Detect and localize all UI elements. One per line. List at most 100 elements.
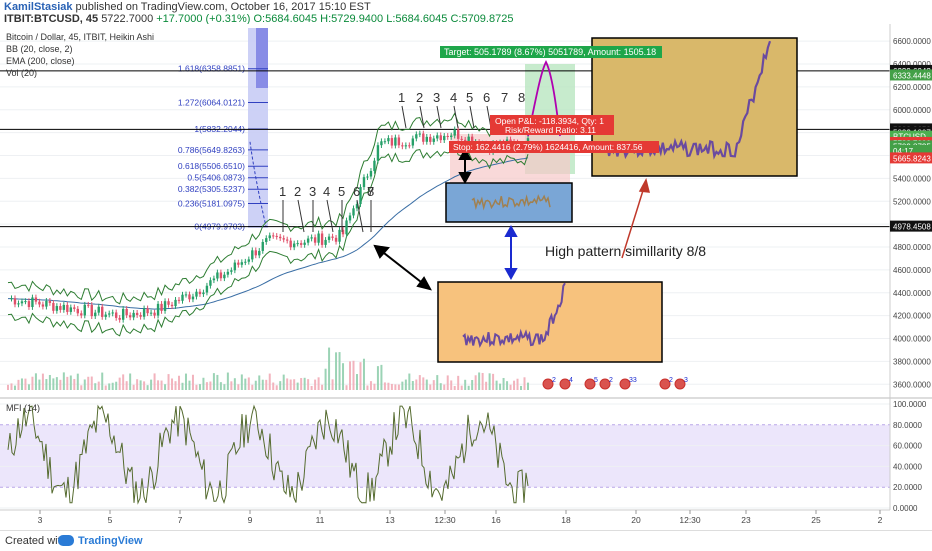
volume-bar — [509, 384, 512, 390]
candle-body — [59, 306, 62, 310]
candle-body — [366, 176, 369, 178]
candle-body — [181, 294, 184, 301]
candle-body — [142, 308, 146, 317]
volume-bar — [20, 378, 23, 390]
time-tick-label: 5 — [108, 515, 113, 525]
target-label[interactable]: Target: 505.1789 (8.67%) 5051789, Amount… — [444, 47, 656, 57]
mfi-tick-label: 100.0000 — [893, 400, 927, 409]
volume-bar — [48, 374, 51, 390]
candle-body — [275, 235, 278, 237]
candle-body — [13, 298, 17, 305]
author-name[interactable]: KamilStasiak — [4, 1, 73, 13]
volume-bar — [443, 384, 446, 390]
volume-bar — [474, 375, 477, 390]
volume-bar — [34, 373, 37, 390]
candle-body — [362, 177, 366, 188]
volume-bar — [13, 385, 16, 390]
price-badge-label: 04:17 — [893, 147, 914, 156]
candle-body — [373, 160, 376, 171]
wave-count-label: 7 — [501, 90, 508, 105]
volume-bar — [425, 379, 428, 390]
candle-body — [411, 138, 415, 146]
volume-bar — [125, 381, 128, 390]
wave-count-pointer — [356, 199, 364, 233]
candle-body — [177, 299, 181, 301]
volume-bar — [174, 381, 177, 390]
pnl-label[interactable]: Open P&L: -118.3934, Qty: 1 — [495, 116, 604, 126]
event-count: 2 — [609, 377, 613, 384]
volume-bar — [432, 380, 435, 390]
price-tick-label: 3800.0000 — [893, 357, 931, 366]
volume-bar — [101, 372, 104, 390]
tradingview-brand[interactable]: TradingView — [78, 535, 143, 547]
volume-bar — [7, 384, 9, 390]
volume-bar — [366, 385, 369, 390]
volume-bar — [520, 385, 523, 390]
volume-bar — [523, 377, 526, 390]
footer: Created with TradingView — [0, 530, 932, 551]
stop-label[interactable]: Stop: 162.4416 (2.79%) 1624416, Amount: … — [453, 142, 643, 152]
mfi-axis[interactable]: 100.0000 80.0000 60.0000 40.0000 20.0000 0.00… — [893, 400, 927, 513]
bb-upper — [7, 112, 529, 305]
tradingview-logo-icon[interactable] — [58, 535, 74, 546]
candle-body — [345, 220, 348, 235]
candles — [10, 126, 530, 323]
wave-count-pointer — [436, 105, 442, 129]
price-tick-label: 6400.0000 — [893, 60, 931, 69]
candle-body — [198, 291, 202, 295]
candle-body — [425, 136, 428, 142]
wave-count-label: 8 — [367, 184, 374, 199]
legend-bb: BB (20, close, 2) — [6, 44, 73, 54]
wave-count-label: 1 — [279, 184, 286, 199]
price-tick-label: 4800.0000 — [893, 243, 931, 252]
volume-bar — [94, 383, 97, 390]
price-tick-label: 5200.0000 — [893, 197, 931, 206]
wave-count-label: 4 — [323, 184, 330, 199]
rr-label[interactable]: Risk/Reward Ratio: 3.11 — [505, 125, 596, 135]
volume-bar — [492, 373, 495, 390]
candle-body — [436, 135, 439, 139]
time-tick-label: 13 — [385, 515, 395, 525]
wave-count-label: 4 — [450, 90, 457, 105]
wave-counts-left: 1 2 3 4 5 6 78 — [279, 184, 374, 233]
event-flag-icon — [542, 378, 554, 390]
volume-bar — [146, 385, 149, 390]
volume-bar — [355, 374, 358, 390]
candle-body — [460, 138, 463, 140]
volume-bar — [516, 378, 519, 390]
volume-bar — [478, 372, 481, 390]
wave-count-label: 8 — [518, 90, 525, 105]
wave-count-label: 6 — [353, 184, 360, 199]
fib-level-label: 1.272(6064.0121) — [178, 97, 245, 107]
volume-bar — [310, 385, 313, 390]
volume-bar — [45, 379, 48, 390]
volume-bar — [335, 352, 338, 390]
candle-body — [415, 134, 418, 139]
candle-body — [509, 139, 512, 142]
candle-body — [76, 308, 79, 314]
candle-body — [156, 303, 160, 316]
similarity-annotation[interactable]: High pattern simillarity 8/8 — [545, 243, 706, 259]
small-pattern-box[interactable] — [445, 182, 573, 223]
price-axis[interactable]: 6600.00006400.00006200.00006000.00005800… — [893, 37, 931, 389]
event-count: 33 — [629, 377, 637, 384]
symbol-label: ITBIT:BTCUSD, 45 — [4, 13, 99, 25]
trading-chart[interactable]: 1.618(6358.8851)1.272(6064.0121)1(5832.2… — [0, 24, 932, 530]
candle-body — [202, 292, 205, 295]
wave-count-label: 1 — [398, 90, 405, 105]
volume-bar — [349, 361, 352, 390]
candle-body — [408, 145, 411, 147]
volume-bar — [397, 384, 400, 390]
time-axis[interactable]: 3 5 7 9 11 13 12:30 16 18 20 12:30 23 25 2 — [38, 510, 883, 525]
volume-bar — [143, 381, 146, 390]
volume-bar — [237, 384, 240, 390]
volume-bar — [499, 383, 502, 390]
price-badge-label: 5665.8243 — [893, 154, 931, 163]
candle-body — [52, 302, 55, 311]
volume-bar — [495, 380, 498, 390]
event-icons[interactable]: 2 4 5 2 33 2 3 — [542, 377, 688, 390]
volume-bar — [230, 381, 233, 390]
candle-body — [306, 238, 310, 243]
volume-bar — [24, 378, 27, 390]
candle-body — [111, 312, 114, 314]
